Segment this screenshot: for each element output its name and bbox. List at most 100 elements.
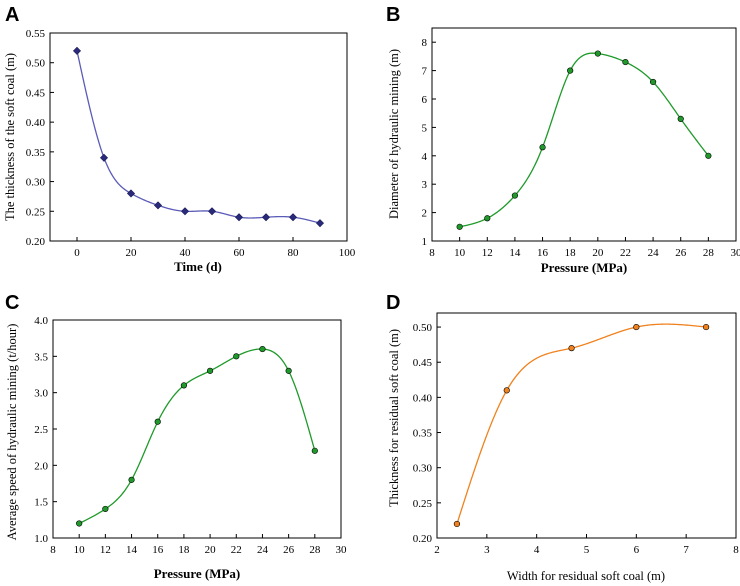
panel-d-y-tick-label: 0.25 [413, 498, 433, 510]
panel-d-series-line [456, 323, 707, 525]
panel-a-x-tick-label: 20 [126, 247, 138, 259]
panel-a-x-tick-label: 60 [234, 247, 246, 259]
panel-b-x-tick-label: 20 [592, 247, 604, 259]
panel-d-plot-frame [436, 312, 737, 539]
panel-a-x-tick-label: 100 [339, 247, 356, 259]
panel-c-x-tick-label: 28 [309, 544, 321, 556]
panel-a-y-tick-label: 0.30 [26, 177, 46, 189]
panel-a-x-tick-label: 0 [74, 247, 80, 259]
panel-d-letter: D [386, 292, 400, 314]
panel-c-x-tick-label: 20 [205, 544, 217, 556]
panel-a-data-point [126, 189, 136, 198]
panel-b-series [456, 50, 712, 230]
panel-b-x-tick-label: 10 [454, 247, 466, 259]
panel-a-data-point [288, 213, 298, 222]
panel-b-x-tick-label: 14 [509, 247, 521, 259]
panel-a-data-point [99, 153, 109, 162]
panel-d-x-tick-label: 8 [733, 544, 739, 556]
panel-c-data-point [128, 476, 135, 483]
panel-b-data-point [594, 50, 601, 57]
panel-c-data-point [233, 353, 240, 360]
panel-a-x-tick-label: 80 [288, 247, 300, 259]
panel-d: D 2 3 4 5 6 7 8 0.20 0.25 0.30 0.35 0.40 0.45 0.50 Wi… [386, 292, 739, 583]
panel-b-y-tick-label: 6 [422, 94, 428, 106]
panel-b-y-tick-label: 5 [422, 122, 428, 134]
panel-d-data-point [568, 345, 575, 352]
panel-a-series-line [76, 50, 321, 224]
panel-b-x-axis-title: Pressure (MPa) [541, 260, 628, 275]
panel-d-ticks: 2 3 4 5 6 7 8 0.20 0.25 0.30 0.35 0.40 0.45 0.50 [413, 322, 740, 556]
panel-a-y-tick-label: 0.40 [26, 117, 46, 129]
panel-c-data-point [180, 382, 188, 389]
panel-b-y-tick-label: 8 [422, 37, 428, 49]
panel-c-y-tick-label: 2.0 [34, 460, 48, 472]
panel-b-y-tick-label: 1 [422, 236, 428, 248]
panel-a-letter: A [5, 4, 19, 26]
panel-d-x-tick-label: 3 [484, 544, 490, 556]
panel-c-data-point [311, 447, 318, 454]
panel-d-x-tick-label: 7 [683, 544, 689, 556]
panel-b-data-point [705, 152, 712, 159]
panel-c-y-tick-label: 3.0 [34, 388, 48, 400]
panel-c-x-axis-title: Pressure (MPa) [154, 566, 241, 581]
panel-c-data-point [259, 345, 266, 353]
panel-d-data-point [702, 323, 710, 331]
panel-b-data-point [484, 215, 491, 222]
panel-b-y-tick-label: 3 [422, 179, 428, 191]
panel-c-x-tick-label: 22 [231, 544, 242, 556]
panel-b-y-tick-label: 7 [422, 66, 428, 78]
panel-c-y-tick-label: 2.5 [34, 424, 48, 436]
panel-b-x-tick-label: 16 [537, 247, 549, 259]
panel-b-data-point [622, 58, 629, 66]
panel-a-y-tick-label: 0.55 [26, 28, 46, 40]
panel-c-y-tick-label: 4.0 [34, 315, 48, 327]
panel-d-y-tick-label: 0.50 [413, 322, 433, 334]
panel-a-x-tick-label: 40 [180, 247, 192, 259]
panel-d-y-tick-label: 0.45 [413, 357, 433, 369]
panel-c-x-tick-label: 16 [152, 544, 164, 556]
panel-b-data-point [567, 67, 574, 74]
panel-c-x-tick-label: 24 [257, 544, 269, 556]
panel-b-letter: B [386, 4, 400, 26]
panel-c-x-tick-label: 26 [283, 544, 295, 556]
panel-c-data-point [76, 520, 83, 527]
panel-d-x-axis-title: Width for residual soft coal (m) [507, 569, 665, 583]
panel-c-x-tick-label: 10 [74, 544, 86, 556]
panel-c-data-point [206, 367, 214, 374]
panel-d-series [453, 323, 710, 528]
panel-a-data-point [315, 219, 325, 228]
panel-c-y-tick-label: 3.5 [34, 351, 48, 363]
panel-b-y-axis-title: Diameter of hydraulic mining (m) [387, 49, 401, 219]
panel-c-plot-frame [52, 319, 342, 539]
panel-b-y-tick-label: 4 [422, 151, 428, 163]
panel-c-data-point [285, 367, 292, 374]
panel-a: A 0 20 40 60 80 100 0.20 0.25 0.30 0.35 0.40 0.45 0.… [3, 4, 356, 274]
panel-c-series [76, 345, 318, 527]
panel-a-y-axis-title: The thickness of the soft coal (m) [3, 53, 17, 221]
panel-d-x-tick-label: 4 [534, 544, 540, 556]
panel-b-x-tick-label: 24 [648, 247, 660, 259]
panel-c-y-tick-label: 1.0 [34, 533, 48, 545]
panel-c-x-tick-label: 8 [50, 544, 56, 556]
panel-b-x-tick-label: 18 [565, 247, 577, 259]
panel-a-data-point [234, 213, 244, 222]
panel-d-data-point [503, 387, 510, 394]
panel-c-y-axis-title: Average speed of hydraulic mining (t/hou… [5, 324, 19, 541]
panel-b-x-tick-label: 22 [620, 247, 631, 259]
panel-b-x-tick-label: 8 [429, 247, 435, 259]
panel-a-data-point [207, 207, 217, 216]
panel-c-x-tick-label: 30 [336, 544, 348, 556]
panel-a-data-point [72, 46, 82, 55]
panel-b-x-tick-label: 12 [482, 247, 493, 259]
panel-b-x-tick-label: 26 [675, 247, 687, 259]
panel-c-data-point [102, 505, 109, 513]
panel-b-plot-frame [431, 27, 737, 242]
panel-a-y-tick-label: 0.20 [26, 236, 46, 248]
panel-d-y-axis-title: Thickness for residual soft coal (m) [387, 329, 401, 507]
panel-c-y-tick-label: 1.5 [34, 497, 48, 509]
panel-c-x-tick-label: 18 [178, 544, 190, 556]
panel-b-data-point [649, 78, 657, 86]
panel-a-y-tick-label: 0.50 [26, 58, 46, 70]
